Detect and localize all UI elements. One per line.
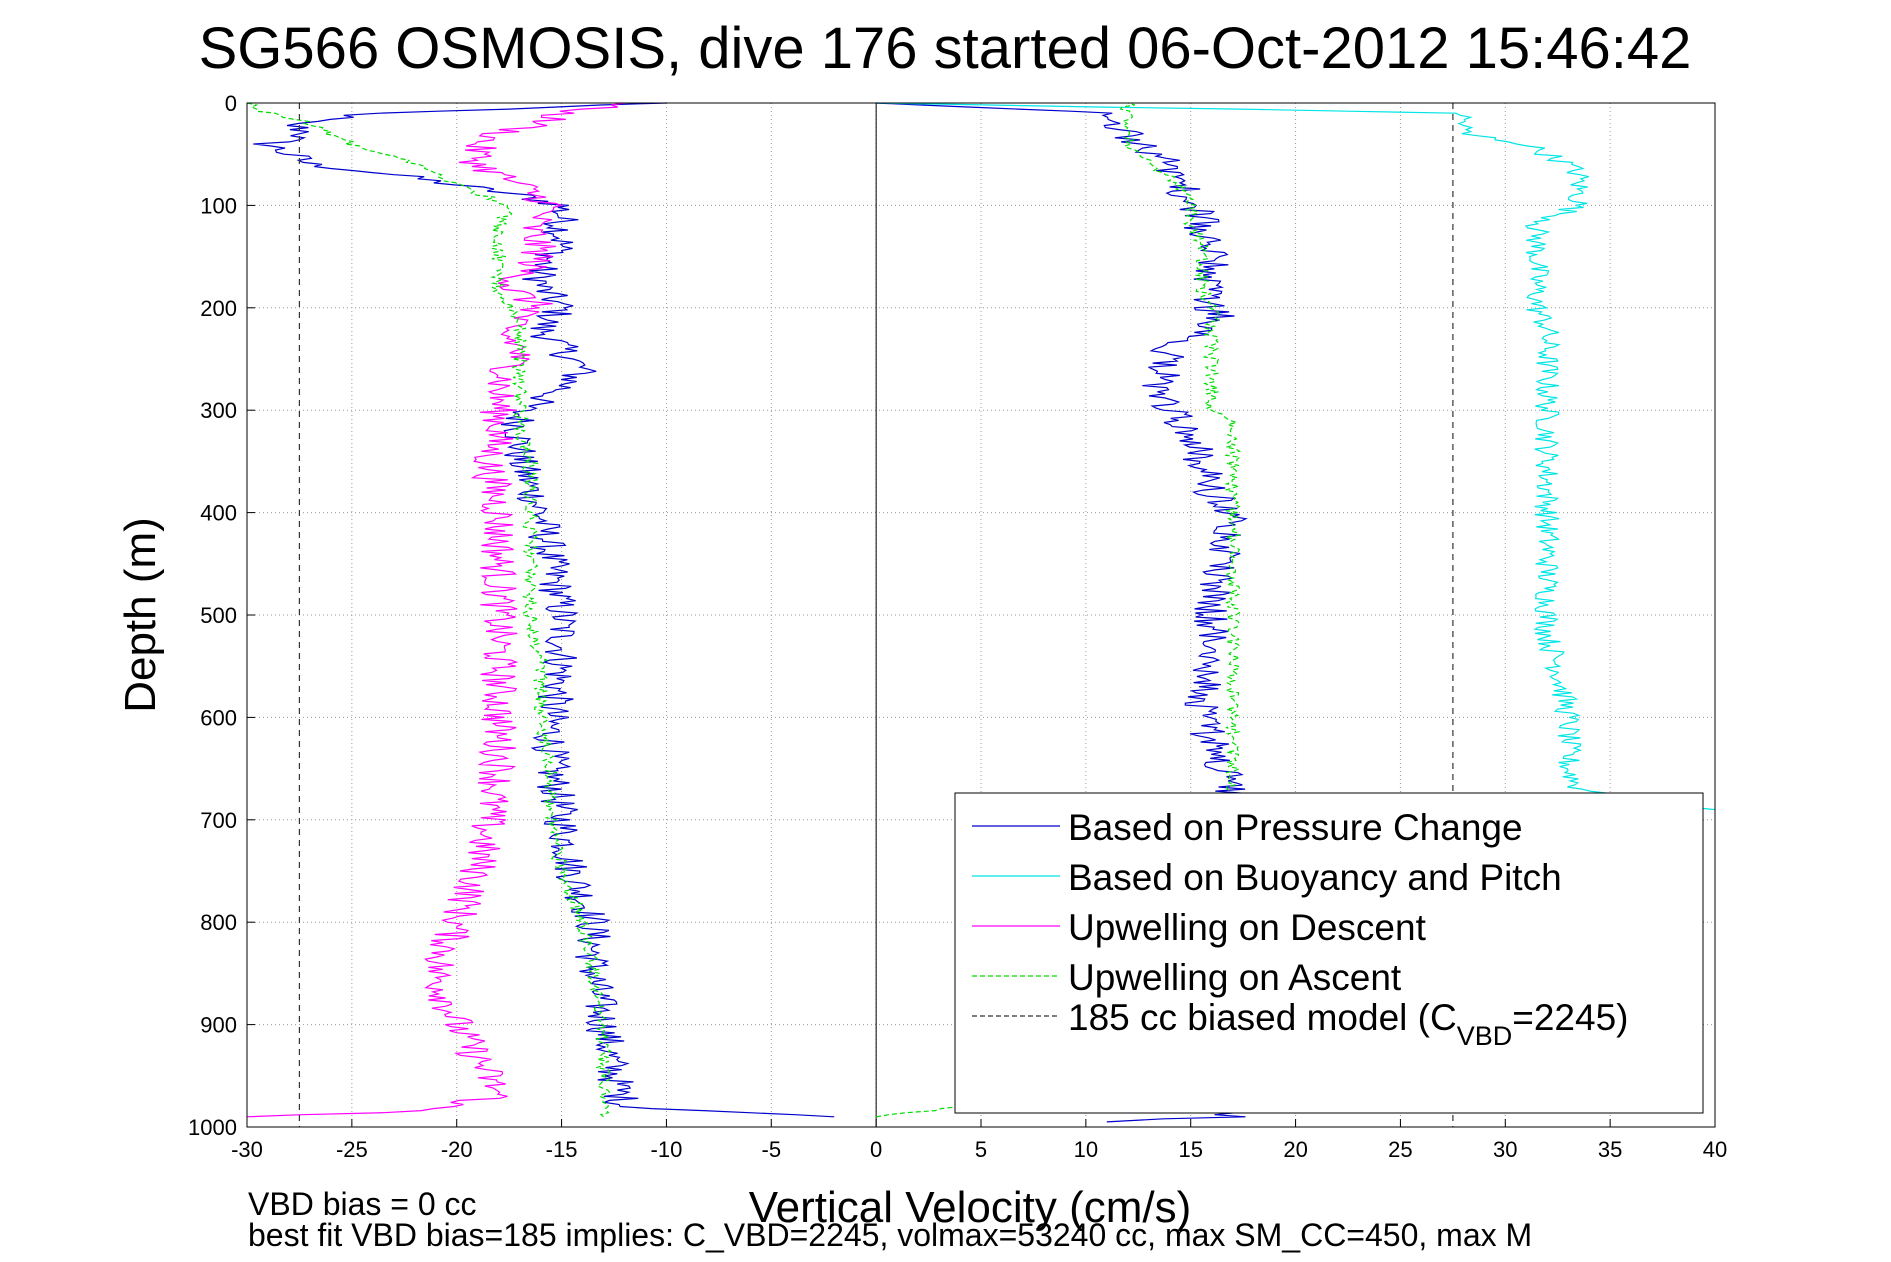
x-tick-label: 0 bbox=[870, 1137, 882, 1162]
x-tick-label: -30 bbox=[231, 1137, 263, 1162]
y-tick-label: 700 bbox=[200, 808, 237, 833]
x-tick-label: 35 bbox=[1598, 1137, 1622, 1162]
x-ticks: -30 -25 -20 -15 -10 -5 0 5 10 15 20 25 30 35 40 bbox=[231, 1119, 1727, 1162]
y-tick-label: 400 bbox=[200, 501, 237, 526]
x-tick-label: -5 bbox=[762, 1137, 782, 1162]
series-line-4 bbox=[246, 102, 612, 1118]
y-ticks: 0 100 200 300 400 500 600 700 800 900 1000 bbox=[188, 91, 255, 1140]
legend-label-main: Based on Buoyancy and Pitch bbox=[1068, 857, 1562, 898]
y-axis-label: Depth (m) bbox=[116, 517, 165, 713]
legend-label-main: Based on Pressure Change bbox=[1068, 807, 1523, 848]
y-tick-label: 900 bbox=[200, 1013, 237, 1038]
x-tick-label: 5 bbox=[975, 1137, 987, 1162]
x-axis-label: Vertical Velocity (cm/s) bbox=[749, 1183, 1192, 1232]
x-tick-label: -20 bbox=[441, 1137, 473, 1162]
legend-label: Upwelling on Ascent bbox=[1068, 957, 1402, 998]
legend-label-suffix: =2245) bbox=[1512, 997, 1628, 1038]
series-line-3 bbox=[246, 102, 625, 1118]
y-tick-label: 300 bbox=[200, 398, 237, 423]
legend-label-main: 185 cc biased model (C bbox=[1068, 997, 1457, 1038]
x-tick-label: 10 bbox=[1074, 1137, 1098, 1162]
y-tick-label: 0 bbox=[225, 91, 237, 116]
x-tick-label: 30 bbox=[1493, 1137, 1517, 1162]
y-tick-label: 800 bbox=[200, 910, 237, 935]
legend-label-subscript: VBD bbox=[1457, 1021, 1513, 1051]
x-tick-label: 25 bbox=[1388, 1137, 1412, 1162]
legend-box bbox=[954, 792, 1704, 1114]
chart-title: SG566 OSMOSIS, dive 176 started 06-Oct-2… bbox=[199, 16, 1692, 81]
legend: Based on Pressure Change Based on Buoyanc… bbox=[954, 792, 1704, 1114]
y-tick-label: 600 bbox=[200, 705, 237, 730]
series-line-0 bbox=[253, 102, 835, 1118]
x-tick-label: -15 bbox=[546, 1137, 578, 1162]
legend-label-main: Upwelling on Ascent bbox=[1068, 957, 1402, 998]
x-tick-label: -10 bbox=[651, 1137, 683, 1162]
legend-label: Based on Buoyancy and Pitch bbox=[1068, 857, 1562, 898]
series-layer bbox=[246, 102, 1716, 1127]
y-tick-label: 1000 bbox=[188, 1115, 237, 1140]
x-tick-label: 40 bbox=[1703, 1137, 1727, 1162]
y-tick-label: 500 bbox=[200, 603, 237, 628]
series-line-2 bbox=[876, 102, 1716, 811]
footer-line-1: VBD bias = 0 cc bbox=[248, 1186, 477, 1222]
x-tick-label: 20 bbox=[1283, 1137, 1307, 1162]
legend-label: 185 cc biased model (CVBD=2245) bbox=[1068, 997, 1628, 1051]
y-tick-label: 200 bbox=[200, 296, 237, 321]
legend-label: Upwelling on Descent bbox=[1068, 907, 1427, 948]
legend-label: Based on Pressure Change bbox=[1068, 807, 1523, 848]
legend-label-main: Upwelling on Descent bbox=[1068, 907, 1427, 948]
footer-line-2: best fit VBD bias=185 implies: C_VBD=224… bbox=[248, 1217, 1532, 1253]
x-tick-label: 15 bbox=[1178, 1137, 1202, 1162]
y-tick-label: 100 bbox=[200, 193, 237, 218]
x-tick-label: -25 bbox=[336, 1137, 368, 1162]
